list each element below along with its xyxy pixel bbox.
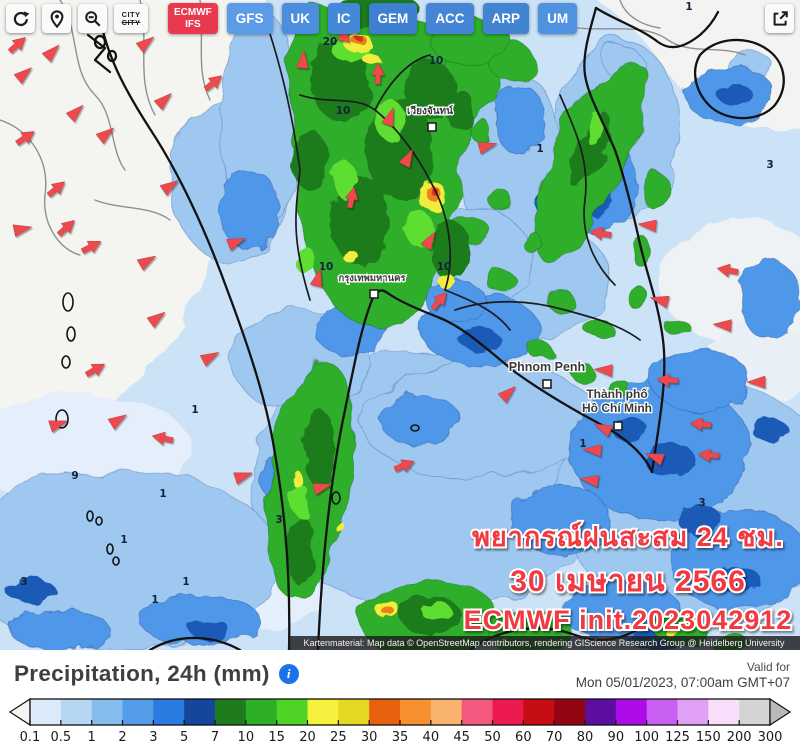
svg-text:100: 100 [634, 730, 659, 743]
svg-text:10: 10 [238, 730, 255, 743]
valid-time: Valid for Mon 05/01/2023, 07:00am GMT+07 [576, 660, 790, 692]
share-button[interactable] [765, 4, 794, 33]
svg-text:80: 80 [577, 730, 594, 743]
forecast-caption: พยากรณ์ฝนสะสม 24 ชม. 30 เมษายน 2566 ECMWF … [462, 519, 794, 637]
svg-text:45: 45 [453, 730, 470, 743]
svg-text:0.5: 0.5 [50, 730, 71, 743]
model-button-arp[interactable]: ARP [482, 3, 530, 34]
svg-text:10: 10 [429, 55, 444, 67]
svg-text:2: 2 [118, 730, 126, 743]
svg-text:1: 1 [579, 438, 586, 450]
svg-text:Thành phố: Thành phố [586, 387, 647, 401]
svg-text:0.1: 0.1 [20, 730, 41, 743]
model-button-gem[interactable]: GEM [368, 3, 418, 34]
svg-text:125: 125 [665, 730, 690, 743]
legend-title: Precipitation, 24h (mm) [14, 661, 270, 686]
contour-labels: 20 10 10 10 10 1 9 1 1 3 1 1 3 3 1 1 3 1 [20, 1, 773, 606]
svg-text:9: 9 [71, 470, 78, 482]
svg-text:1: 1 [151, 594, 158, 606]
city-toggle-off-label: CITY [121, 17, 141, 27]
city-toggle-on-label: CITY [121, 10, 141, 19]
coastlines [86, 6, 785, 650]
islands [55, 292, 420, 566]
svg-text:150: 150 [696, 730, 721, 743]
location-pin-icon [50, 9, 63, 28]
share-icon [773, 10, 788, 26]
map-controls: CITY CITY [6, 4, 148, 33]
svg-text:3: 3 [20, 576, 27, 588]
info-icon[interactable]: i [278, 664, 299, 684]
svg-text:20: 20 [323, 36, 338, 48]
city-labels-toggle[interactable]: CITY CITY [114, 4, 148, 33]
refresh-icon [13, 10, 29, 26]
map-container: 20 10 10 10 10 1 9 1 1 3 1 1 3 3 1 1 3 1 เวียงจันทน์กรุงเ… [0, 0, 800, 650]
svg-text:1: 1 [685, 1, 692, 13]
svg-text:50: 50 [484, 730, 501, 743]
rain-navy [5, 85, 788, 650]
valid-for-label: Valid for [746, 660, 790, 674]
model-button-ic[interactable]: IC [328, 3, 360, 34]
legend-panel: Precipitation, 24h (mm) i Valid for Mon … [0, 650, 800, 750]
svg-text:60: 60 [515, 730, 532, 743]
valid-datetime: Mon 05/01/2023, 07:00am GMT+07 [575, 675, 790, 690]
svg-text:35: 35 [392, 730, 409, 743]
svg-text:10: 10 [319, 261, 334, 273]
svg-text:20: 20 [299, 730, 316, 743]
locate-button[interactable] [42, 4, 71, 33]
model-selector: ECMWF IFS GFS UK IC GEM ACC ARP UM [168, 3, 578, 34]
svg-text:10: 10 [336, 105, 351, 117]
model-button-gfs[interactable]: GFS [226, 3, 273, 34]
svg-text:1: 1 [191, 404, 198, 416]
svg-text:1: 1 [182, 576, 189, 588]
svg-text:1: 1 [159, 488, 166, 500]
svg-text:90: 90 [608, 730, 625, 743]
precipitation-colorbar: 0.1 0.5 1 2 3 5 7 10 15 20 25 30 35 40 45 50 60 70 80 90 100… [8, 697, 792, 743]
zoom-out-button[interactable] [78, 4, 107, 33]
svg-text:3: 3 [698, 497, 705, 509]
svg-text:เวียงจันทน์: เวียงจันทน์ [407, 105, 453, 117]
model-button-uk[interactable]: UK [281, 3, 320, 34]
zoom-out-icon [84, 10, 101, 27]
rain-strong-blue [9, 66, 800, 650]
svg-text:กรุงเทพมหานคร: กรุงเทพมหานคร [338, 273, 406, 284]
svg-text:3: 3 [149, 730, 157, 743]
model-button-um[interactable]: UM [538, 3, 578, 34]
svg-text:3: 3 [275, 514, 282, 526]
svg-text:ECMWF init.2023042912: ECMWF init.2023042912 [464, 605, 793, 635]
svg-text:พยากรณ์ฝนสะสม 24 ชม.: พยากรณ์ฝนสะสม 24 ชม. [472, 521, 784, 552]
svg-text:30 เมษายน 2566: 30 เมษายน 2566 [510, 565, 746, 598]
refresh-button[interactable] [6, 4, 35, 33]
svg-text:25: 25 [330, 730, 347, 743]
model-button-ecmwf[interactable]: ECMWF IFS [168, 3, 218, 34]
svg-text:40: 40 [423, 730, 440, 743]
svg-text:10: 10 [437, 261, 452, 273]
svg-text:30: 30 [361, 730, 378, 743]
svg-text:7: 7 [211, 730, 219, 743]
map-attribution: Kartenmaterial: Map data © OpenStreetMap… [288, 636, 800, 650]
svg-text:300: 300 [758, 730, 783, 743]
country-borders [261, 9, 641, 341]
svg-text:70: 70 [546, 730, 563, 743]
rain-yellow-orange [290, 32, 679, 637]
svg-text:5: 5 [180, 730, 188, 743]
svg-text:1: 1 [120, 534, 127, 546]
wind-arrows [7, 22, 766, 496]
svg-text:Phnom Penh: Phnom Penh [509, 360, 585, 374]
svg-text:15: 15 [268, 730, 285, 743]
svg-text:Hồ Chí Minh: Hồ Chí Minh [582, 401, 652, 415]
svg-text:200: 200 [727, 730, 752, 743]
svg-text:1: 1 [536, 143, 543, 155]
city-labels: เวียงจันทน์กรุงเทพมหานคร Phnom PenhThành … [337, 104, 653, 431]
weather-map[interactable]: 20 10 10 10 10 1 9 1 1 3 1 1 3 3 1 1 3 1 เวียงจันทน์กรุงเ… [0, 0, 800, 650]
model-button-acc[interactable]: ACC [426, 3, 474, 34]
svg-text:3: 3 [766, 159, 773, 171]
svg-text:1: 1 [88, 730, 96, 743]
